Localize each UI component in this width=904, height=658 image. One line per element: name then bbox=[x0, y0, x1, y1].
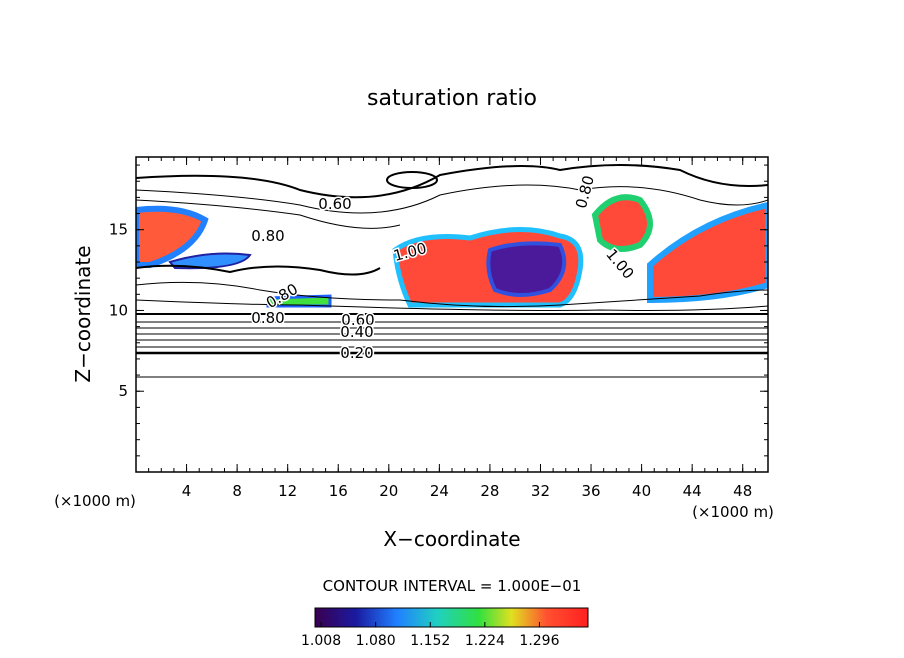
x-tick-label: 12 bbox=[278, 482, 297, 500]
x-tick-label: 28 bbox=[480, 482, 499, 500]
contour-line bbox=[136, 299, 768, 311]
x-tick-label: 48 bbox=[733, 482, 752, 500]
contour-line bbox=[136, 184, 768, 214]
y-axis-label: Z−coordinate bbox=[71, 245, 95, 382]
x-tick-label: 4 bbox=[182, 482, 192, 500]
y-tick-label: 5 bbox=[118, 382, 128, 400]
contour-line bbox=[136, 281, 768, 308]
y-tick-label: 10 bbox=[109, 301, 128, 319]
x-tick-label: 44 bbox=[683, 482, 702, 500]
x-tick-label: 24 bbox=[430, 482, 449, 500]
contour-line bbox=[136, 264, 381, 276]
colorbar-tick-label: 1.008 bbox=[301, 633, 341, 649]
contour-label: 0.80 bbox=[572, 174, 598, 211]
x-axis-label: X−coordinate bbox=[383, 527, 520, 551]
y-tick-label: 15 bbox=[109, 221, 128, 239]
contour-label: 0.80 bbox=[251, 309, 284, 327]
contour-label: 0.20 bbox=[340, 344, 373, 362]
x-tick-label: 40 bbox=[632, 482, 651, 500]
colorbar-tick-label: 1.224 bbox=[465, 633, 505, 649]
cloud-region bbox=[486, 241, 567, 297]
contour-label: 1.00 bbox=[602, 245, 637, 282]
chart-title: saturation ratio bbox=[367, 86, 537, 111]
colorbar-tick-label: 1.080 bbox=[356, 633, 396, 649]
y-unit: (×1000 m) bbox=[54, 492, 136, 510]
contour-interval: CONTOUR INTERVAL = 1.000E−01 bbox=[323, 577, 582, 595]
contour-line bbox=[136, 321, 768, 341]
cloud-region bbox=[136, 205, 209, 268]
contour-label: 0.80 bbox=[251, 227, 284, 245]
x-unit: (×1000 m) bbox=[692, 503, 774, 521]
colorbar-tick-label: 1.152 bbox=[410, 633, 450, 649]
x-tick-label: 36 bbox=[581, 482, 600, 500]
contour-label: 0.40 bbox=[340, 323, 373, 341]
cloud-region bbox=[591, 194, 653, 252]
field bbox=[136, 164, 768, 378]
contour-line bbox=[136, 199, 401, 229]
x-tick-label: 8 bbox=[232, 482, 242, 500]
contour-label: 0.60 bbox=[341, 311, 374, 329]
cloud-region bbox=[647, 201, 768, 304]
contour-label: 0.60 bbox=[318, 195, 351, 213]
contour-line bbox=[386, 171, 438, 189]
x-tick-label: 20 bbox=[379, 482, 398, 500]
colorbar bbox=[314, 607, 589, 628]
colorbar-tick-label: 1.296 bbox=[519, 633, 559, 649]
contour-line bbox=[136, 164, 768, 199]
x-tick-label: 16 bbox=[329, 482, 348, 500]
x-tick-label: 32 bbox=[531, 482, 550, 500]
